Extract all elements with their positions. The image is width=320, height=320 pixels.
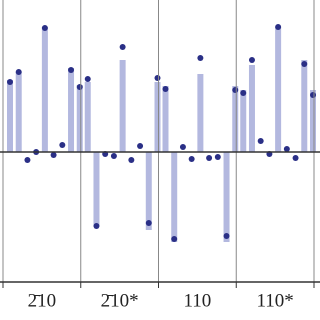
bar bbox=[7, 80, 13, 152]
group-label: 110 bbox=[183, 290, 211, 311]
group-label: 2̄10 bbox=[28, 290, 57, 311]
group-label: 110* bbox=[256, 290, 293, 311]
bar bbox=[154, 82, 161, 152]
bar bbox=[223, 152, 230, 242]
dot bbox=[93, 223, 100, 229]
bar bbox=[301, 60, 308, 152]
dot bbox=[179, 144, 186, 150]
dot bbox=[301, 61, 308, 67]
dot bbox=[310, 92, 316, 98]
dot bbox=[232, 87, 239, 93]
dot bbox=[292, 155, 299, 161]
dot bbox=[223, 233, 230, 239]
dot bbox=[137, 143, 144, 149]
dot bbox=[240, 90, 247, 96]
dot bbox=[197, 55, 204, 61]
dot bbox=[110, 153, 117, 159]
dot bbox=[206, 155, 213, 161]
dot bbox=[68, 67, 75, 73]
bar bbox=[248, 65, 255, 152]
dot bbox=[7, 79, 13, 85]
dot bbox=[214, 154, 221, 160]
dot bbox=[76, 84, 83, 90]
dot bbox=[257, 138, 264, 144]
bar bbox=[84, 82, 91, 152]
bar bbox=[232, 86, 239, 152]
bar bbox=[240, 90, 247, 152]
dot bbox=[162, 86, 169, 92]
dot bbox=[128, 157, 135, 163]
dot bbox=[119, 44, 126, 50]
dot bbox=[24, 157, 31, 163]
dot bbox=[171, 236, 178, 242]
bar bbox=[310, 90, 316, 152]
bar bbox=[76, 85, 83, 152]
dot bbox=[275, 24, 282, 30]
bar bbox=[41, 27, 48, 152]
dot bbox=[283, 146, 290, 152]
dot bbox=[59, 142, 66, 148]
dot bbox=[154, 75, 161, 81]
group-label: 2̄10* bbox=[101, 290, 139, 311]
dot bbox=[248, 57, 255, 63]
bar bbox=[197, 74, 204, 152]
bar bbox=[162, 86, 169, 152]
bar bbox=[68, 68, 75, 152]
bar bbox=[15, 72, 22, 152]
dot bbox=[188, 156, 195, 162]
dot bbox=[41, 25, 48, 31]
bar bbox=[275, 27, 282, 152]
bar bbox=[171, 152, 178, 242]
bar bbox=[119, 60, 126, 152]
bar bbox=[145, 152, 152, 230]
dot bbox=[15, 69, 22, 75]
bar bbox=[93, 152, 100, 226]
dot bbox=[84, 76, 91, 82]
dot bbox=[145, 220, 152, 226]
dot bbox=[50, 152, 57, 158]
